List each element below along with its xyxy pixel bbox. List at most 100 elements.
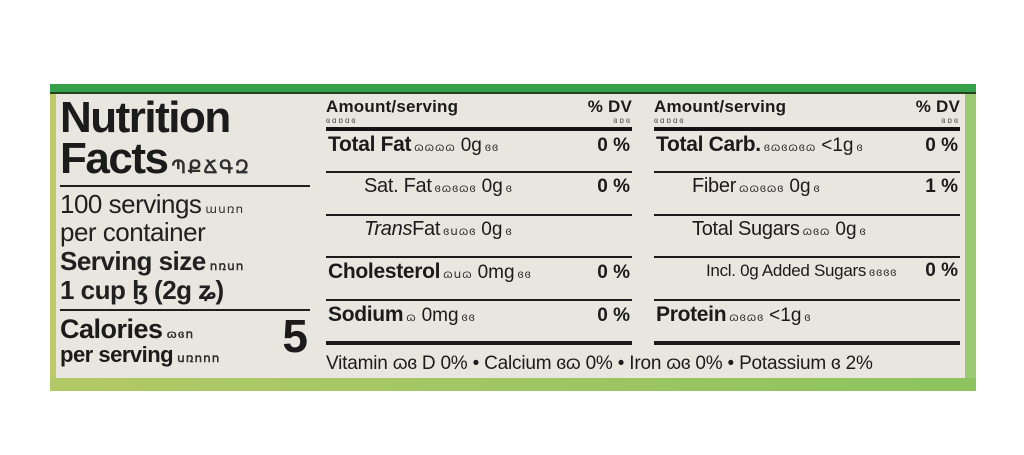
daily-value-header: % DV ɞɒɞ [916, 97, 960, 125]
calories-label: Calories [60, 314, 163, 345]
panel-header: Amount/serving ɞɑɒɑɞ % DV ɞɒɞ [326, 97, 632, 131]
row-fiber: Fiber ɷɷɞɷɞ 0g ɞ 1 % [654, 173, 960, 216]
calories-translation: ɷɞո [166, 327, 195, 342]
divider [60, 309, 310, 312]
translation-text: ɷ [406, 309, 417, 324]
title-facts-line: Facts ՊՔՃԳԶ [60, 137, 310, 181]
panel-header: Amount/serving ɞɑɒɑɞ % DV ɞɒɞ [654, 97, 960, 131]
daily-value: 0 % [597, 262, 630, 284]
nutrient-name: Total Carb. [656, 133, 761, 156]
translation-text: ɷɞɷ [802, 223, 831, 238]
nutrition-facts-label: Nutrition Facts ՊՔՃԳԶ 100 servings ասռո pe… [50, 84, 976, 391]
row-trans-fat: Trans Fat ɞսɷɞ 0g ɞ [326, 216, 632, 259]
translation-text: ɞɞ [484, 140, 500, 154]
row-protein: Protein ɷɞɷɞ <1g ɞ [654, 301, 960, 346]
nutrient-value: 0g [789, 176, 811, 198]
amount-header-translation: ɞɑɒɑɞ [654, 116, 686, 125]
nutrient-value: <1g [821, 135, 854, 156]
nutrient-value: 0g [481, 176, 503, 198]
label-top-green-bar [50, 84, 976, 94]
nutrient-name-italic: Trans [364, 217, 413, 240]
daily-value: 0 % [925, 135, 958, 156]
translation-text: ɷɷɞɷɞ [739, 181, 785, 196]
nutrient-name: Incl. 0g Added Sugars [706, 261, 867, 281]
serving-size-translation: ոռսո [209, 258, 245, 273]
daily-value: 0 % [925, 260, 958, 282]
translation-text: ɞɷɞɷɞɷ [763, 140, 817, 154]
nutrient-name: Sodium [328, 302, 404, 326]
servings-count: 100 servings [60, 188, 202, 219]
per-serving-label: per serving [60, 342, 174, 368]
row-sodium: Sodium ɷ 0mg ɞɞ 0 % [326, 301, 632, 346]
micronutrients-line: Vitamin ɷɞ D 0% • Calcium ɞɷ 0% • Iron ɷ… [326, 353, 873, 374]
translation-text: ɞ [505, 223, 513, 238]
row-added-sugars: Incl. 0g Added Sugars ɞɞɞɞ 0 % [654, 258, 960, 301]
translation-text: ɞ [505, 181, 513, 196]
title-nutrition: Nutrition [60, 93, 231, 142]
translation-text: ɞ [804, 309, 812, 324]
row-total-fat: Total Fat ɷɷɷɷ 0g ɞɞ 0 % [326, 131, 632, 174]
dv-header-text: % DV [587, 97, 632, 116]
servings-translation: ասռո [205, 201, 245, 216]
translation-text: ɞɞ [461, 309, 476, 324]
nutrient-name: Sat. Fat [364, 175, 432, 198]
daily-value: 0 % [597, 176, 630, 198]
calories-value: 5 [282, 310, 308, 363]
amount-header-text: Amount/serving [654, 97, 787, 116]
row-total-sugars: Total Sugars ɷɞɷ 0g ɞ [654, 216, 960, 259]
daily-value: 1 % [925, 176, 958, 198]
label-bottom-green-bar [50, 378, 976, 391]
row-cholesterol: Cholesterol ɷսɷ 0mg ɞɞ 0 % [326, 258, 632, 301]
nutrient-name: Cholesterol [328, 260, 441, 284]
per-serving-translation: սռոոո [177, 351, 221, 366]
translation-text: ɷսɷ [443, 267, 473, 282]
label-content: Nutrition Facts ՊՔՃԳԶ 100 servings ասռո pe… [60, 93, 960, 375]
nutrient-value: 0g [460, 135, 482, 156]
nutrient-name: Total Sugars [692, 217, 800, 240]
serving-size-value: 1 cup ɮ (2g ʑ) [60, 274, 224, 305]
nutrient-name: Fat [412, 217, 441, 240]
per-serving-label-line: per serving սռոոո [60, 342, 221, 368]
nutrient-value: <1g [769, 304, 802, 326]
translation-text: ɞ [856, 140, 864, 154]
label-left-section: Nutrition Facts ՊՔՃԳԶ 100 servings ասռո pe… [60, 93, 310, 375]
translation-text: ɷɷɷɷ [414, 140, 456, 154]
translation-text: ɞ [813, 181, 821, 196]
nutrient-section: Amount/serving ɞɑɒɑɞ % DV ɞɒɞ Total Fat … [326, 97, 960, 375]
nutrient-value: 0g [481, 218, 503, 240]
dv-header-text: % DV [915, 97, 960, 116]
per-container-text: per container [60, 217, 206, 248]
daily-value-header: % DV ɞɒɞ [588, 97, 632, 125]
calories-row: Calories ɷɞո per serving սռոոո 5 [60, 310, 310, 368]
nutrient-value: 0g [835, 218, 857, 240]
nutrient-name: Protein [656, 302, 727, 326]
serving-size-label-line: Serving size ոռսո [60, 247, 310, 276]
dv-header-translation: ɞɒɞ [941, 116, 960, 125]
translation-text: ɞɞ [517, 267, 532, 282]
translation-text: ɞ [859, 223, 867, 238]
translation-text: ɞɞɞɞ [869, 265, 898, 280]
translation-text: ɞɷɞɷɞ [434, 181, 477, 196]
nutrient-panel-carb: Amount/serving ɞɑɒɑɞ % DV ɞɒɞ Total Carb… [654, 97, 960, 346]
title-facts: Facts [60, 134, 169, 184]
title-facts-translation: ՊՔՃԳԶ [171, 157, 251, 178]
serving-size-label: Serving size [60, 245, 206, 276]
nutrient-name: Total Fat [328, 133, 412, 156]
amount-per-serving-header: Amount/serving ɞɑɒɑɞ [326, 97, 458, 125]
nutrient-panel-fat: Amount/serving ɞɑɒɑɞ % DV ɞɒɞ Total Fat … [326, 97, 632, 346]
dv-header-translation: ɞɒɞ [613, 116, 632, 125]
label-right-green-bar [965, 94, 976, 391]
daily-value: 0 % [597, 304, 630, 326]
nutrient-value: 0mg [421, 304, 459, 326]
row-total-carb: Total Carb. ɞɷɞɷɞɷ <1g ɞ 0 % [654, 131, 960, 174]
translation-text: ɷɞɷɞ [729, 309, 765, 324]
divider [60, 184, 310, 187]
amount-per-serving-header: Amount/serving ɞɑɒɑɞ [654, 97, 786, 125]
amount-header-translation: ɞɑɒɑɞ [326, 116, 358, 125]
daily-value: 0 % [597, 135, 630, 156]
nutrient-value: 0mg [477, 262, 515, 284]
calories-label-line: Calories ɷɞո [60, 316, 220, 343]
amount-header-text: Amount/serving [326, 97, 459, 116]
translation-text: ɞսɷɞ [443, 223, 477, 238]
